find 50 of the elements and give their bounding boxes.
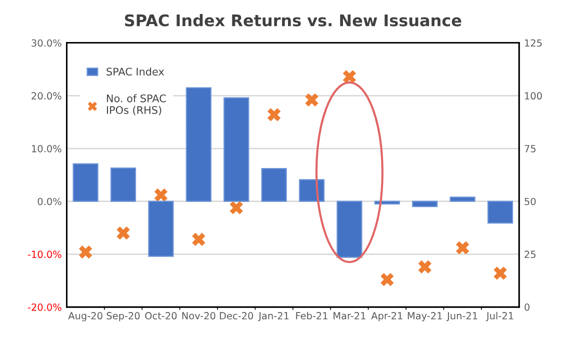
point (154, 188, 168, 202)
y-tick-label: -10.0% (28, 250, 62, 258)
point (192, 232, 206, 246)
y2-tick-label: 50 (524, 198, 536, 206)
x-tick-label: Jul-21 (486, 312, 514, 322)
x-tick-label: Aug-20 (68, 312, 102, 322)
y2-tick-label: 75 (524, 145, 536, 152)
bar (110, 168, 136, 202)
y-tick-label: -20.0% (28, 304, 62, 311)
bar (72, 163, 98, 202)
x-tick-label: Oct-20 (145, 312, 177, 320)
legend-label: No. of SPAC IPOs (RHS) (106, 94, 166, 116)
y-tick-label: 30.0% (32, 39, 62, 47)
x-tick-label: Jun-21 (446, 312, 478, 322)
point (342, 70, 356, 84)
bar (336, 200, 362, 258)
point (456, 241, 470, 254)
point (230, 201, 243, 214)
point (78, 245, 92, 259)
x-tick-label: Dec-20 (220, 312, 254, 320)
x-tick-label: Nov-20 (182, 312, 216, 320)
x-tick-label: Mar-21 (334, 312, 366, 320)
bar (298, 179, 325, 202)
bar (148, 200, 174, 257)
bar (487, 200, 514, 224)
y-tick-label: 20.0% (32, 92, 62, 100)
bar (186, 87, 212, 202)
legend-label: SPAC Index (106, 68, 164, 76)
bar (261, 168, 287, 202)
x-tick-label: Jan-21 (258, 312, 289, 322)
y2-tick-label: 25 (524, 250, 536, 258)
y2-tick-label: 0 (524, 304, 530, 311)
point (494, 266, 507, 280)
x-tick-label: Sep-20 (106, 312, 140, 322)
x-tick-label: May-21 (408, 312, 442, 322)
y-tick-label: 10.0% (32, 144, 62, 152)
x-tick-label: Apr-21 (371, 312, 402, 322)
point (380, 272, 394, 286)
bar (450, 196, 476, 202)
point (116, 226, 130, 240)
bar (412, 200, 438, 208)
x-tick-label: Feb-21 (296, 312, 328, 320)
bar (224, 97, 250, 202)
point (267, 108, 281, 122)
point (418, 260, 432, 274)
y2-tick-label: 100 (525, 92, 542, 100)
chart-title: SPAC Index Returns vs. New Issuance (124, 14, 462, 26)
y2-tick-label: 125 (525, 39, 542, 47)
point (305, 93, 318, 106)
y-tick-label: 0.0% (38, 198, 62, 206)
